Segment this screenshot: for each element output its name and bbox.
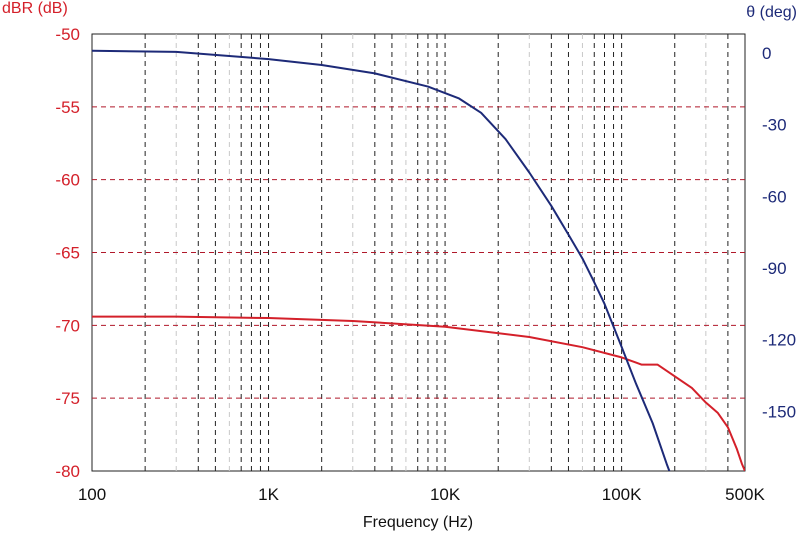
y-right-tick-label: -120: [762, 331, 796, 350]
y-left-tick-label: -70: [55, 316, 80, 335]
y-right-tick-label: -150: [762, 402, 796, 421]
y-right-tick-label: 0: [762, 44, 771, 63]
y-axis-left-title: dBR (dB): [2, 0, 68, 17]
y-left-tick-label: -55: [55, 98, 80, 117]
y-left-tick-label: -60: [55, 171, 80, 190]
x-tick-label: 500K: [725, 485, 765, 504]
series-group: [92, 49, 745, 471]
y-left-tick-label: -65: [55, 244, 80, 263]
y-left-tick-label: -75: [55, 389, 80, 408]
magnitude-line: [92, 315, 745, 471]
x-tick-label: 10K: [430, 485, 461, 504]
x-tick-label: 100K: [602, 485, 642, 504]
x-tick-label: 1K: [258, 485, 279, 504]
y-right-tick-label: -30: [762, 116, 787, 135]
y-left-tick-label: -50: [55, 25, 80, 44]
x-tick-label: 100: [78, 485, 106, 504]
tick-labels: -50 -55 -60 -65 -70 -75 -80 0 -30 -60 -90 -120 -150 1…: [55, 25, 796, 504]
y-left-tick-label: -80: [55, 462, 80, 481]
phase-line: [92, 49, 671, 471]
x-axis-title: Frequency (Hz): [363, 514, 473, 531]
y-axis-right-title: θ (deg): [746, 4, 797, 21]
y-right-tick-label: -60: [762, 187, 787, 206]
y-right-tick-label: -90: [762, 259, 787, 278]
